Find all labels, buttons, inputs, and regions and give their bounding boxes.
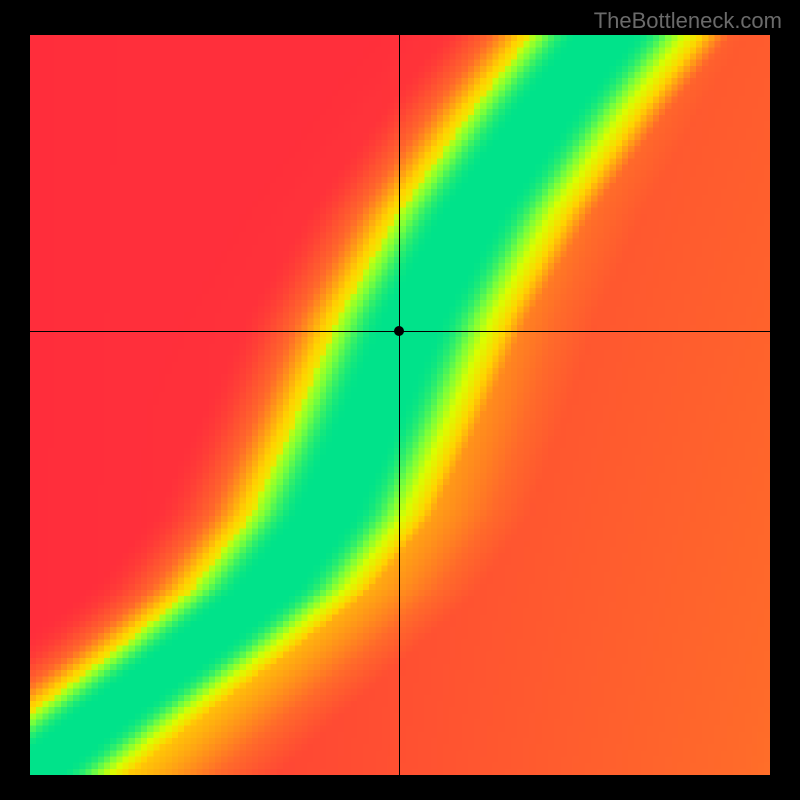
selection-marker	[394, 326, 404, 336]
heatmap-canvas	[30, 35, 770, 775]
crosshair-vertical	[399, 35, 400, 775]
heatmap-plot	[30, 35, 770, 775]
watermark-text: TheBottleneck.com	[594, 8, 782, 34]
